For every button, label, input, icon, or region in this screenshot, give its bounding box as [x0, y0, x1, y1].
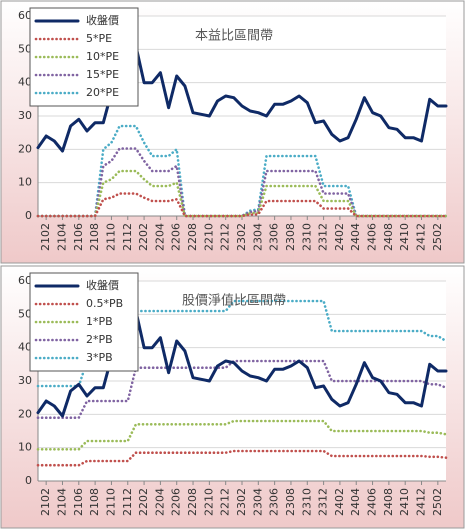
y-tick-label: 50 [18, 42, 32, 55]
x-tick-label: 2410 [398, 488, 411, 516]
x-tick-label: 2502 [431, 223, 444, 251]
x-tick-label: 2204 [153, 488, 166, 516]
x-tick-label: 2208 [186, 488, 199, 516]
y-tick-label: 50 [18, 307, 32, 320]
series-line [36, 124, 448, 218]
y-tick-label: 30 [18, 374, 32, 387]
y-tick-label: 10 [18, 441, 32, 454]
x-tick-label: 2502 [431, 488, 444, 516]
x-tick-label: 2308 [284, 223, 297, 251]
series-line [36, 192, 448, 218]
y-tick-label: 60 [18, 9, 32, 22]
x-tick-label: 2106 [72, 488, 85, 516]
x-tick-label: 2302 [235, 488, 248, 516]
x-tick-label: 2408 [382, 488, 395, 516]
legend-label: 2*PB [86, 333, 113, 346]
x-tick-label: 2404 [349, 488, 362, 516]
legend-label: 收盤價 [86, 13, 119, 27]
x-tick-label: 2304 [251, 488, 264, 516]
x-tick-label: 2210 [202, 488, 215, 516]
x-tick-label: 2202 [137, 488, 150, 516]
series-line [36, 44, 448, 153]
x-tick-label: 2212 [219, 223, 232, 251]
x-tick-label: 2402 [333, 488, 346, 516]
x-tick-label: 2104 [55, 488, 68, 516]
series-line [36, 309, 448, 418]
series-line [36, 449, 448, 467]
x-tick-label: 2206 [170, 488, 183, 516]
x-tick-label: 2206 [170, 223, 183, 251]
x-tick-label: 2312 [317, 488, 330, 516]
x-tick-label: 2304 [251, 223, 264, 251]
x-tick-label: 2306 [268, 488, 281, 516]
y-tick-label: 40 [18, 76, 32, 89]
x-tick-label: 2110 [104, 488, 117, 516]
y-tick-label: 0 [25, 209, 32, 222]
x-tick-label: 2412 [415, 488, 428, 516]
y-tick-label: 40 [18, 341, 32, 354]
x-tick-label: 2108 [88, 223, 101, 251]
legend-box [29, 7, 139, 107]
x-tick-label: 2406 [366, 223, 379, 251]
legend-label: 1*PB [86, 315, 113, 328]
x-tick-label: 2110 [104, 223, 117, 251]
chart-title: 本益比區間帶 [195, 29, 273, 44]
x-tick-label: 2104 [55, 223, 68, 251]
x-tick-label: 2212 [219, 488, 232, 516]
x-tick-label: 2310 [300, 223, 313, 251]
x-tick-label: 2410 [398, 223, 411, 251]
legend-label: 3*PB [86, 351, 113, 364]
x-tick-label: 2306 [268, 223, 281, 251]
series-line [36, 169, 448, 218]
x-tick-label: 2310 [300, 488, 313, 516]
x-tick-label: 2102 [39, 223, 52, 251]
x-tick-label: 2208 [186, 223, 199, 251]
x-tick-label: 2108 [88, 488, 101, 516]
x-tick-label: 2402 [333, 223, 346, 251]
legend-label: 5*PE [86, 32, 112, 45]
x-tick-label: 2408 [382, 223, 395, 251]
series-line [36, 419, 448, 451]
legend-label: 收盤價 [86, 278, 119, 292]
x-tick-label: 2210 [202, 223, 215, 251]
x-tick-label: 2112 [121, 488, 134, 516]
legend-box [29, 272, 139, 372]
x-tick-label: 2202 [137, 223, 150, 251]
y-tick-label: 30 [18, 109, 32, 122]
y-tick-label: 20 [18, 142, 32, 155]
chart-title: 股價淨值比區間帶 [182, 293, 286, 309]
legend-label: 10*PE [86, 50, 119, 63]
x-tick-label: 2302 [235, 223, 248, 251]
x-tick-label: 2102 [39, 488, 52, 516]
legend-label: 0.5*PB [86, 297, 123, 310]
x-tick-label: 2312 [317, 223, 330, 251]
x-tick-label: 2204 [153, 223, 166, 251]
legend-label: 15*PE [86, 68, 119, 81]
y-tick-label: 10 [18, 176, 32, 189]
x-tick-label: 2112 [121, 223, 134, 251]
y-tick-label: 60 [18, 274, 32, 287]
x-tick-label: 2404 [349, 223, 362, 251]
legend-label: 20*PE [86, 86, 119, 99]
x-tick-label: 2412 [415, 223, 428, 251]
x-tick-label: 2308 [284, 488, 297, 516]
x-tick-label: 2106 [72, 223, 85, 251]
y-tick-label: 0 [25, 474, 32, 487]
x-tick-label: 2406 [366, 488, 379, 516]
y-tick-label: 20 [18, 407, 32, 420]
